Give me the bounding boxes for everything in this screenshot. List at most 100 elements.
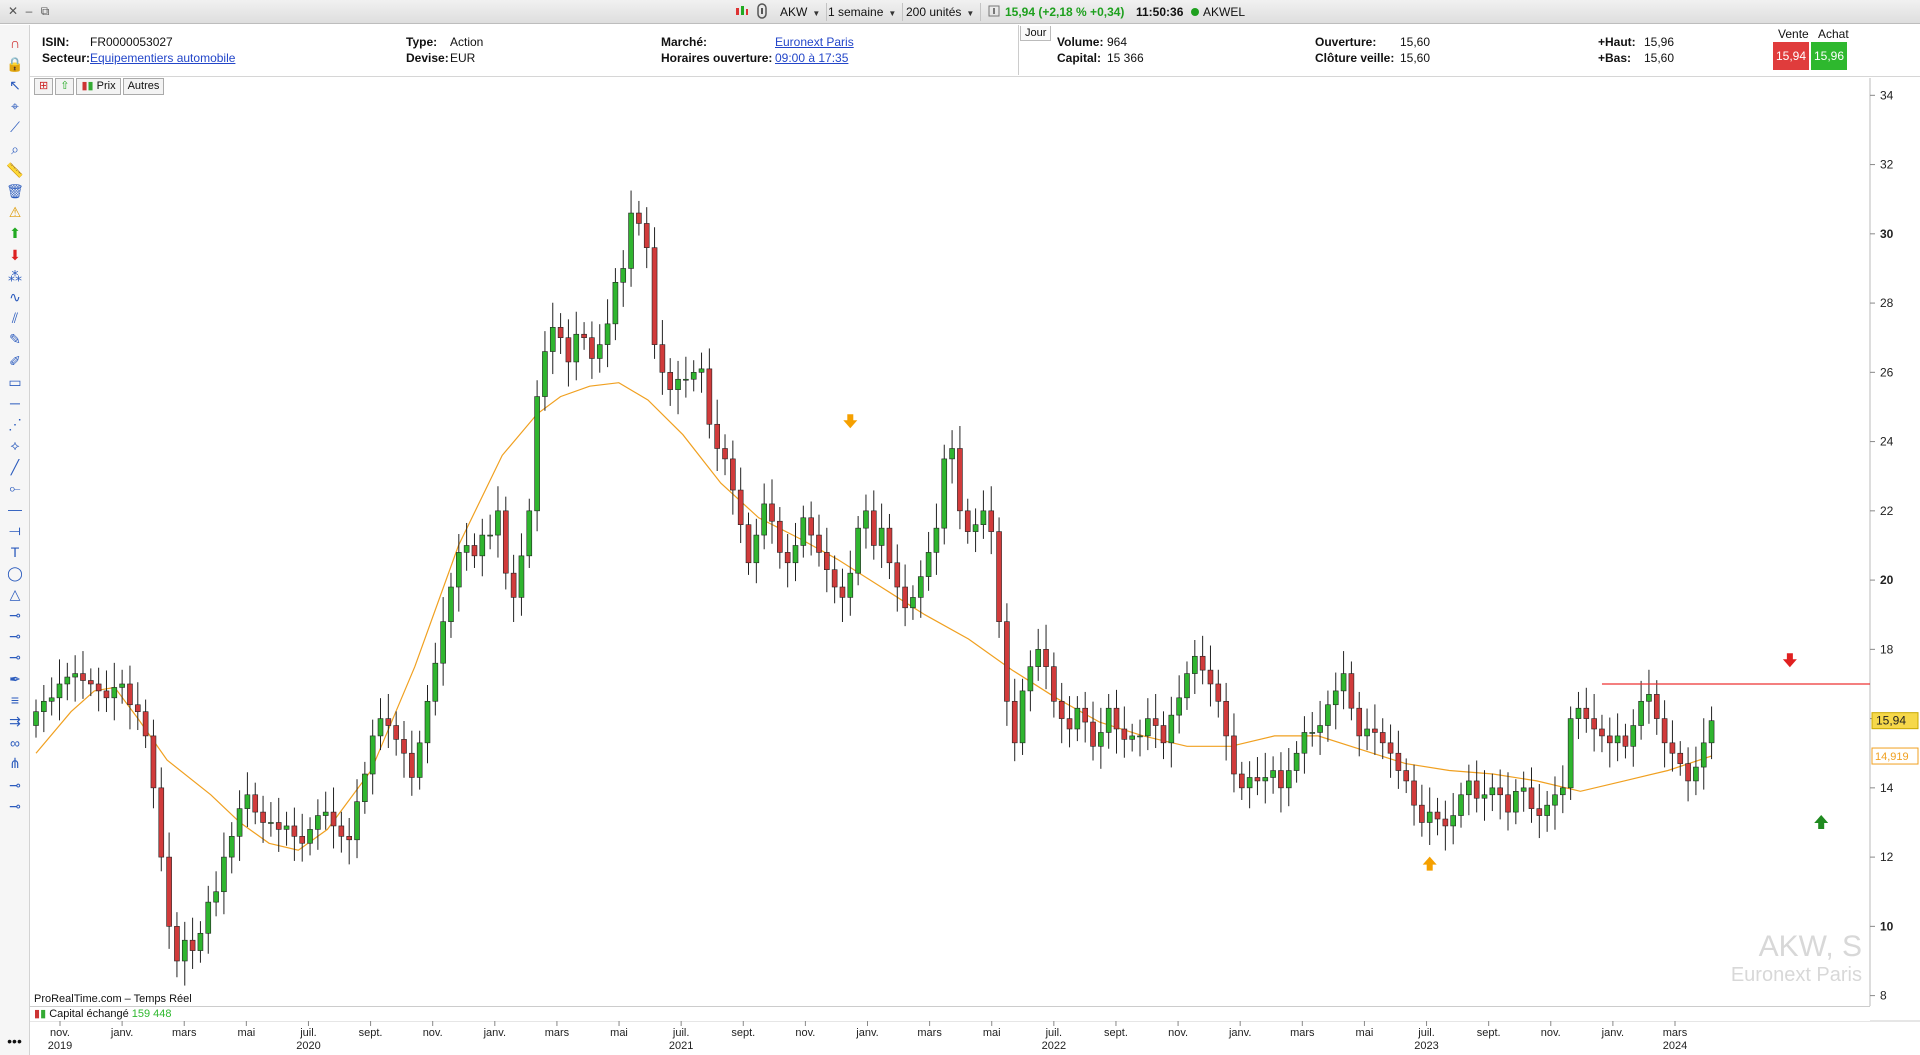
candle-body <box>1332 690 1339 706</box>
restore-icon[interactable]: ⧉ <box>40 4 50 18</box>
candle-body <box>761 503 767 536</box>
achat-label: Achat <box>1818 27 1849 41</box>
candle-body <box>1113 707 1120 730</box>
line-icon[interactable]: ╱ <box>10 458 20 475</box>
close-icon[interactable]: ✕ <box>7 4 19 18</box>
achat-button[interactable]: 15,96 <box>1811 42 1847 70</box>
candle-body <box>1137 735 1143 738</box>
candle-body <box>1520 787 1527 792</box>
trash-icon[interactable]: 🗑 <box>6 182 24 199</box>
candle-body <box>330 811 337 827</box>
pattern-icon[interactable]: ⋰ <box>8 416 22 433</box>
candle-body <box>463 545 470 553</box>
candle-body <box>1364 728 1370 737</box>
sell-signal-arrow-icon <box>843 414 858 429</box>
units-dropdown[interactable]: 200 unités ▼ <box>900 3 982 21</box>
hline-icon[interactable]: ─ <box>10 395 20 412</box>
marche-link[interactable]: Euronext Paris <box>775 35 854 49</box>
buy-signal-arrow-icon <box>1814 815 1829 830</box>
period-dropdown[interactable]: 1 semaine ▼ <box>822 3 904 21</box>
regression-icon[interactable]: ⇉ <box>9 712 21 729</box>
rectangle-icon[interactable]: ▭ <box>8 373 22 390</box>
gann-icon[interactable]: ⟡ <box>10 437 20 454</box>
ruler-icon[interactable]: 📏 <box>6 161 24 178</box>
devise-label: Devise: <box>406 51 449 65</box>
ray-icon[interactable]: ⟞ <box>9 522 21 539</box>
fibtime-icon[interactable]: ≡ <box>10 692 20 709</box>
candle-body <box>800 517 807 546</box>
info-icon[interactable] <box>988 3 1000 21</box>
crosshair-icon[interactable]: ⌖ <box>11 98 19 115</box>
more-options-icon[interactable]: ••• <box>0 1030 30 1055</box>
price-chart[interactable]: 810121416182022242628303234nov.2019janv.… <box>30 78 1920 1055</box>
candle-body <box>1019 690 1026 744</box>
time-year-label: 2024 <box>1663 1040 1687 1052</box>
candle-body <box>1129 735 1135 740</box>
candle-body <box>1395 752 1402 771</box>
candle-body <box>972 524 979 532</box>
quote-time: 11:50:36 <box>1136 5 1184 19</box>
level5-icon[interactable]: ⊸ <box>9 797 21 814</box>
segment-icon[interactable]: ⟜ <box>9 479 21 496</box>
secteur-link[interactable]: Equipementiers automobile <box>90 51 236 65</box>
text-icon[interactable]: T <box>10 543 20 560</box>
candle-body <box>1035 649 1042 667</box>
zoom-icon[interactable]: ⌕ <box>11 140 19 157</box>
eraser-icon[interactable]: ✐ <box>9 352 21 369</box>
green-arrow-button[interactable]: ⇧ <box>55 78 75 95</box>
ma-value-tag <box>1871 747 1919 765</box>
candle-body <box>236 808 243 837</box>
buy-arrow-icon[interactable]: ⬆ <box>9 225 21 242</box>
ellipse-icon[interactable]: ◯ <box>7 564 23 581</box>
pencil-icon[interactable]: ✎ <box>9 331 21 348</box>
volume-swatch-icon: ▮ <box>34 1008 41 1020</box>
time-tick-label: nov. <box>1541 1027 1561 1039</box>
candle-body <box>1536 808 1543 816</box>
alert-icon[interactable]: ⚠ <box>8 204 22 221</box>
trendline-icon[interactable]: ⟋ <box>10 119 20 136</box>
wave-icon[interactable]: ∿ <box>9 288 21 305</box>
prix-button[interactable]: ▮▮ Prix <box>76 78 121 95</box>
candle-body <box>1458 794 1464 816</box>
bas-label: +Bas: <box>1598 51 1632 65</box>
candle-body <box>1293 752 1300 771</box>
triangle-icon[interactable]: △ <box>9 585 21 602</box>
haut-value: 15,96 <box>1644 35 1675 49</box>
fib-icon[interactable]: ⁂ <box>8 267 22 284</box>
channel-icon[interactable]: ⫽ <box>11 310 19 327</box>
lock-icon[interactable]: 🔒 <box>6 55 24 72</box>
vente-button[interactable]: 15,94 <box>1773 42 1809 70</box>
horaires-link[interactable]: 09:00 à 17:35 <box>775 51 849 65</box>
time-tick-label: mars <box>1663 1027 1688 1039</box>
candle-body <box>174 926 180 962</box>
level3-icon[interactable]: ⊸ <box>9 649 21 666</box>
sell-arrow-icon[interactable]: ⬇ <box>9 246 21 263</box>
tab-jour[interactable]: Jour <box>1020 26 1052 41</box>
pen-icon[interactable]: ✒ <box>9 670 21 687</box>
symbol-dropdown[interactable]: AKW ▼ <box>774 3 828 21</box>
cycle-icon[interactable]: ∞ <box>10 734 20 751</box>
candle-body <box>197 932 204 951</box>
bas-value: 15,60 <box>1644 51 1675 65</box>
minimize-icon[interactable]: – <box>25 4 33 18</box>
magnet-icon[interactable]: ∩ <box>9 35 21 51</box>
time-tick-label: nov. <box>1168 1027 1188 1039</box>
pitchfork-icon[interactable]: ⋔ <box>9 755 21 772</box>
volume-indicator-value: 159 448 <box>131 1008 172 1020</box>
level4-icon[interactable]: ⊸ <box>9 776 21 793</box>
autres-button[interactable]: Autres <box>122 78 165 95</box>
cursor-icon[interactable]: ↖ <box>9 76 21 93</box>
time-tick-label: sept. <box>1477 1027 1501 1039</box>
candle-body <box>1066 718 1073 730</box>
level2-icon[interactable]: ⊸ <box>9 628 21 645</box>
candle-body <box>917 576 924 598</box>
link-icon[interactable] <box>756 3 770 21</box>
level-icon[interactable]: ⊸ <box>9 606 21 623</box>
add-indicator-button[interactable]: ⊞ <box>34 78 54 95</box>
candle-body <box>1098 732 1104 747</box>
chart-type-icon[interactable] <box>734 3 752 21</box>
horizontal-icon[interactable]: — <box>8 501 22 518</box>
chart-area[interactable]: 810121416182022242628303234nov.2019janv.… <box>30 78 1920 1055</box>
candle-body <box>1708 720 1715 744</box>
time-tick-label: mai <box>610 1027 628 1039</box>
